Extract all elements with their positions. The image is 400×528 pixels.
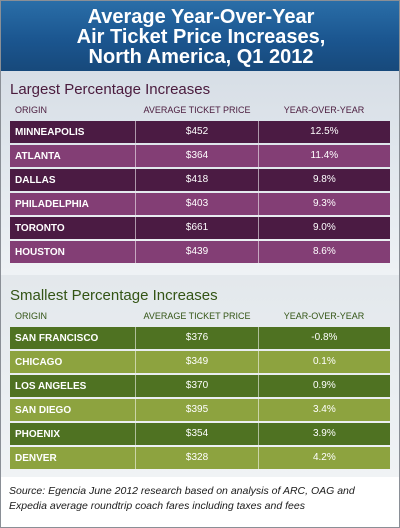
- yoy-cell: 0.1%: [257, 351, 390, 373]
- price-cell: $395: [135, 399, 257, 421]
- header-year-over-year: YEAR-OVER-YEAR: [283, 105, 365, 115]
- origin-cell: ATLANTA: [15, 150, 61, 162]
- source-line-2: Expedia average roundtrip coach fares in…: [9, 500, 305, 512]
- origin-cell: LOS ANGELES: [15, 380, 87, 392]
- title-line-2: Air Ticket Price Increases,: [76, 26, 326, 48]
- yoy-cell: 9.0%: [257, 217, 390, 239]
- origin-cell: SAN DIEGO: [15, 404, 72, 416]
- table-row: MINNEAPOLIS $452 12.5%: [10, 121, 390, 143]
- header-average-ticket-price: AVERAGE TICKET PRICE: [143, 311, 251, 321]
- source-note: Source: Egencia June 2012 research based…: [9, 484, 393, 514]
- origin-cell: TORONTO: [15, 222, 65, 234]
- origin-cell: SAN FRANCISCO: [15, 332, 99, 344]
- origin-cell: DENVER: [15, 452, 57, 464]
- price-cell: $370: [135, 375, 257, 397]
- table-header: ORIGIN AVERAGE TICKET PRICE YEAR-OVER-YE…: [10, 307, 390, 325]
- yoy-cell: 0.9%: [257, 375, 390, 397]
- header-average-ticket-price: AVERAGE TICKET PRICE: [143, 105, 251, 115]
- origin-cell: DALLAS: [15, 174, 56, 186]
- header-origin: ORIGIN: [15, 311, 48, 321]
- table-row: CHICAGO $349 0.1%: [10, 351, 390, 373]
- price-cell: $661: [135, 217, 257, 239]
- price-cell: $376: [135, 327, 257, 349]
- header-origin: ORIGIN: [15, 105, 48, 115]
- smallest-increases-panel: Smallest Percentage Increases ORIGIN AVE…: [1, 275, 399, 477]
- table-row: HOUSTON $439 8.6%: [10, 241, 390, 263]
- yoy-cell: -0.8%: [257, 327, 390, 349]
- yoy-cell: 9.8%: [257, 169, 390, 191]
- yoy-cell: 3.9%: [257, 423, 390, 445]
- table-row: DENVER $328 4.2%: [10, 447, 390, 469]
- price-cell: $328: [135, 447, 257, 469]
- largest-increases-panel: Largest Percentage Increases ORIGIN AVER…: [1, 71, 399, 275]
- origin-cell: MINNEAPOLIS: [15, 126, 85, 138]
- source-line-1: Source: Egencia June 2012 research based…: [9, 485, 355, 497]
- page-title: Average Year-Over-Year Air Ticket Price …: [1, 7, 400, 67]
- price-cell: $403: [135, 193, 257, 215]
- table-row: PHOENIX $354 3.9%: [10, 423, 390, 445]
- header-year-over-year: YEAR-OVER-YEAR: [283, 311, 365, 321]
- table-row: SAN DIEGO $395 3.4%: [10, 399, 390, 421]
- yoy-cell: 8.6%: [257, 241, 390, 263]
- yoy-cell: 4.2%: [257, 447, 390, 469]
- yoy-cell: 3.4%: [257, 399, 390, 421]
- price-cell: $354: [135, 423, 257, 445]
- largest-increases-heading: Largest Percentage Increases: [10, 81, 211, 98]
- origin-cell: PHOENIX: [15, 428, 61, 440]
- yoy-cell: 11.4%: [257, 145, 390, 167]
- title-band: Average Year-Over-Year Air Ticket Price …: [1, 1, 399, 71]
- table-row: SAN FRANCISCO $376 -0.8%: [10, 327, 390, 349]
- title-line-1: Average Year-Over-Year: [87, 6, 315, 28]
- origin-cell: PHILADELPHIA: [15, 198, 89, 210]
- price-cell: $452: [135, 121, 257, 143]
- table-row: ATLANTA $364 11.4%: [10, 145, 390, 167]
- yoy-cell: 9.3%: [257, 193, 390, 215]
- table-row: PHILADELPHIA $403 9.3%: [10, 193, 390, 215]
- table-header: ORIGIN AVERAGE TICKET PRICE YEAR-OVER-YE…: [10, 101, 390, 119]
- yoy-cell: 12.5%: [257, 121, 390, 143]
- smallest-increases-heading: Smallest Percentage Increases: [10, 287, 218, 304]
- price-cell: $349: [135, 351, 257, 373]
- table-row: LOS ANGELES $370 0.9%: [10, 375, 390, 397]
- price-cell: $364: [135, 145, 257, 167]
- table-row: DALLAS $418 9.8%: [10, 169, 390, 191]
- origin-cell: HOUSTON: [15, 246, 65, 258]
- price-cell: $418: [135, 169, 257, 191]
- price-cell: $439: [135, 241, 257, 263]
- origin-cell: CHICAGO: [15, 356, 63, 368]
- table-row: TORONTO $661 9.0%: [10, 217, 390, 239]
- title-line-3: North America, Q1 2012: [88, 46, 314, 68]
